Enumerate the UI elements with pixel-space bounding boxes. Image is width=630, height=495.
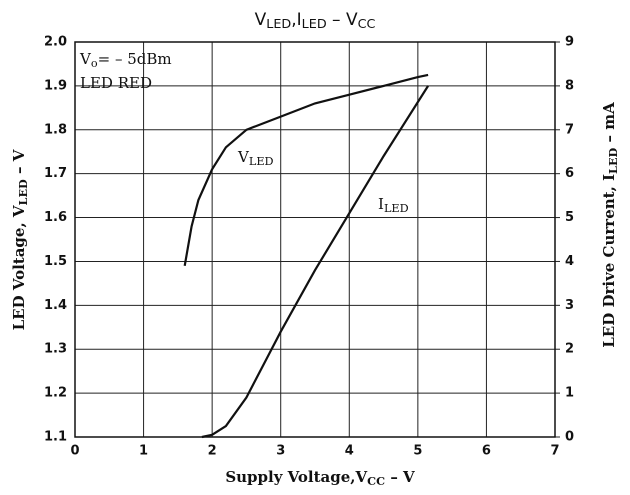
- x-tick-label: 6: [482, 444, 491, 459]
- y2-tick-label: 8: [565, 78, 574, 93]
- y2-tick-label: 1: [565, 386, 574, 401]
- y-axis-label: LED Voltage, VLED – V: [10, 149, 30, 330]
- chart-title-part: CC: [358, 17, 376, 32]
- annotation-part: = – 5dBm: [98, 50, 172, 68]
- y2-tick-label: 9: [565, 35, 574, 50]
- series-label-part: LED: [249, 155, 274, 168]
- x-axis-label: Supply Voltage,VCC – V: [225, 468, 415, 488]
- annotation-part: V: [79, 50, 92, 68]
- y-tick-label: 1.1: [44, 430, 67, 445]
- y-tick-label: 2.0: [44, 35, 67, 50]
- series-label-part: LED: [384, 202, 409, 215]
- x-tick-label: 4: [345, 444, 354, 459]
- y2-tick-label: 5: [565, 210, 574, 225]
- y-tick-label: 1.4: [44, 298, 67, 313]
- y2-axis-label-part: LED: [606, 147, 620, 173]
- series-label: ILED: [378, 195, 409, 215]
- chart-title-part: ,I: [291, 10, 301, 30]
- y2-tick-label: 0: [565, 430, 574, 445]
- y-tick-label: 1.8: [44, 122, 67, 137]
- y-tick-label: 1.2: [44, 386, 67, 401]
- y-axis-label-part: LED Voltage, V: [10, 205, 28, 330]
- series-label-part: I: [378, 195, 384, 213]
- series-label: VLED: [237, 148, 274, 168]
- x-tick-label: 5: [413, 444, 422, 459]
- y2-tick-label: 3: [565, 298, 574, 313]
- chart-title: VLED,ILED – VCC: [255, 10, 376, 32]
- y-tick-label: 1.6: [44, 210, 67, 225]
- y2-tick-label: 2: [565, 342, 574, 357]
- chart-title-part: V: [255, 10, 267, 30]
- x-tick-label: 3: [276, 444, 285, 459]
- chart-title-part: LED: [302, 17, 327, 32]
- annotation-part: o: [91, 57, 98, 70]
- x-tick-label: 1: [139, 444, 148, 459]
- y2-tick-label: 4: [565, 254, 574, 269]
- x-tick-label: 0: [70, 444, 79, 459]
- x-tick-label: 7: [550, 444, 559, 459]
- x-axis-label-part: Supply Voltage,V: [225, 468, 367, 486]
- chart-title-part: LED: [266, 17, 291, 32]
- y2-axis-label-part: LED Drive Current, I: [600, 174, 618, 348]
- x-axis-label-part: CC: [367, 474, 385, 488]
- y-axis-label-part: – V: [10, 149, 28, 179]
- line-series: [183, 73, 429, 266]
- y-tick-label: 1.7: [44, 166, 67, 181]
- x-tick-label: 2: [208, 444, 217, 459]
- annotation: Vo= – 5dBm: [79, 50, 172, 70]
- y-tick-label: 1.5: [44, 254, 67, 269]
- chart-title-part: – V: [327, 10, 358, 30]
- annotation: LED RED: [80, 74, 152, 92]
- annotation-part: LED RED: [80, 74, 152, 92]
- x-axis-label-part: – V: [385, 468, 415, 486]
- y2-tick-label: 6: [565, 166, 574, 181]
- y2-axis-label: LED Drive Current, ILED – mA: [600, 102, 620, 348]
- y-axis-label-part: LED: [16, 179, 30, 205]
- y-tick-label: 1.3: [44, 342, 67, 357]
- line-series: [201, 85, 430, 439]
- y-tick-label: 1.9: [44, 78, 67, 93]
- y2-axis-label-part: – mA: [600, 102, 618, 148]
- y2-tick-label: 7: [565, 122, 574, 137]
- series-label-part: V: [237, 148, 250, 166]
- plot-frame: [74, 41, 556, 438]
